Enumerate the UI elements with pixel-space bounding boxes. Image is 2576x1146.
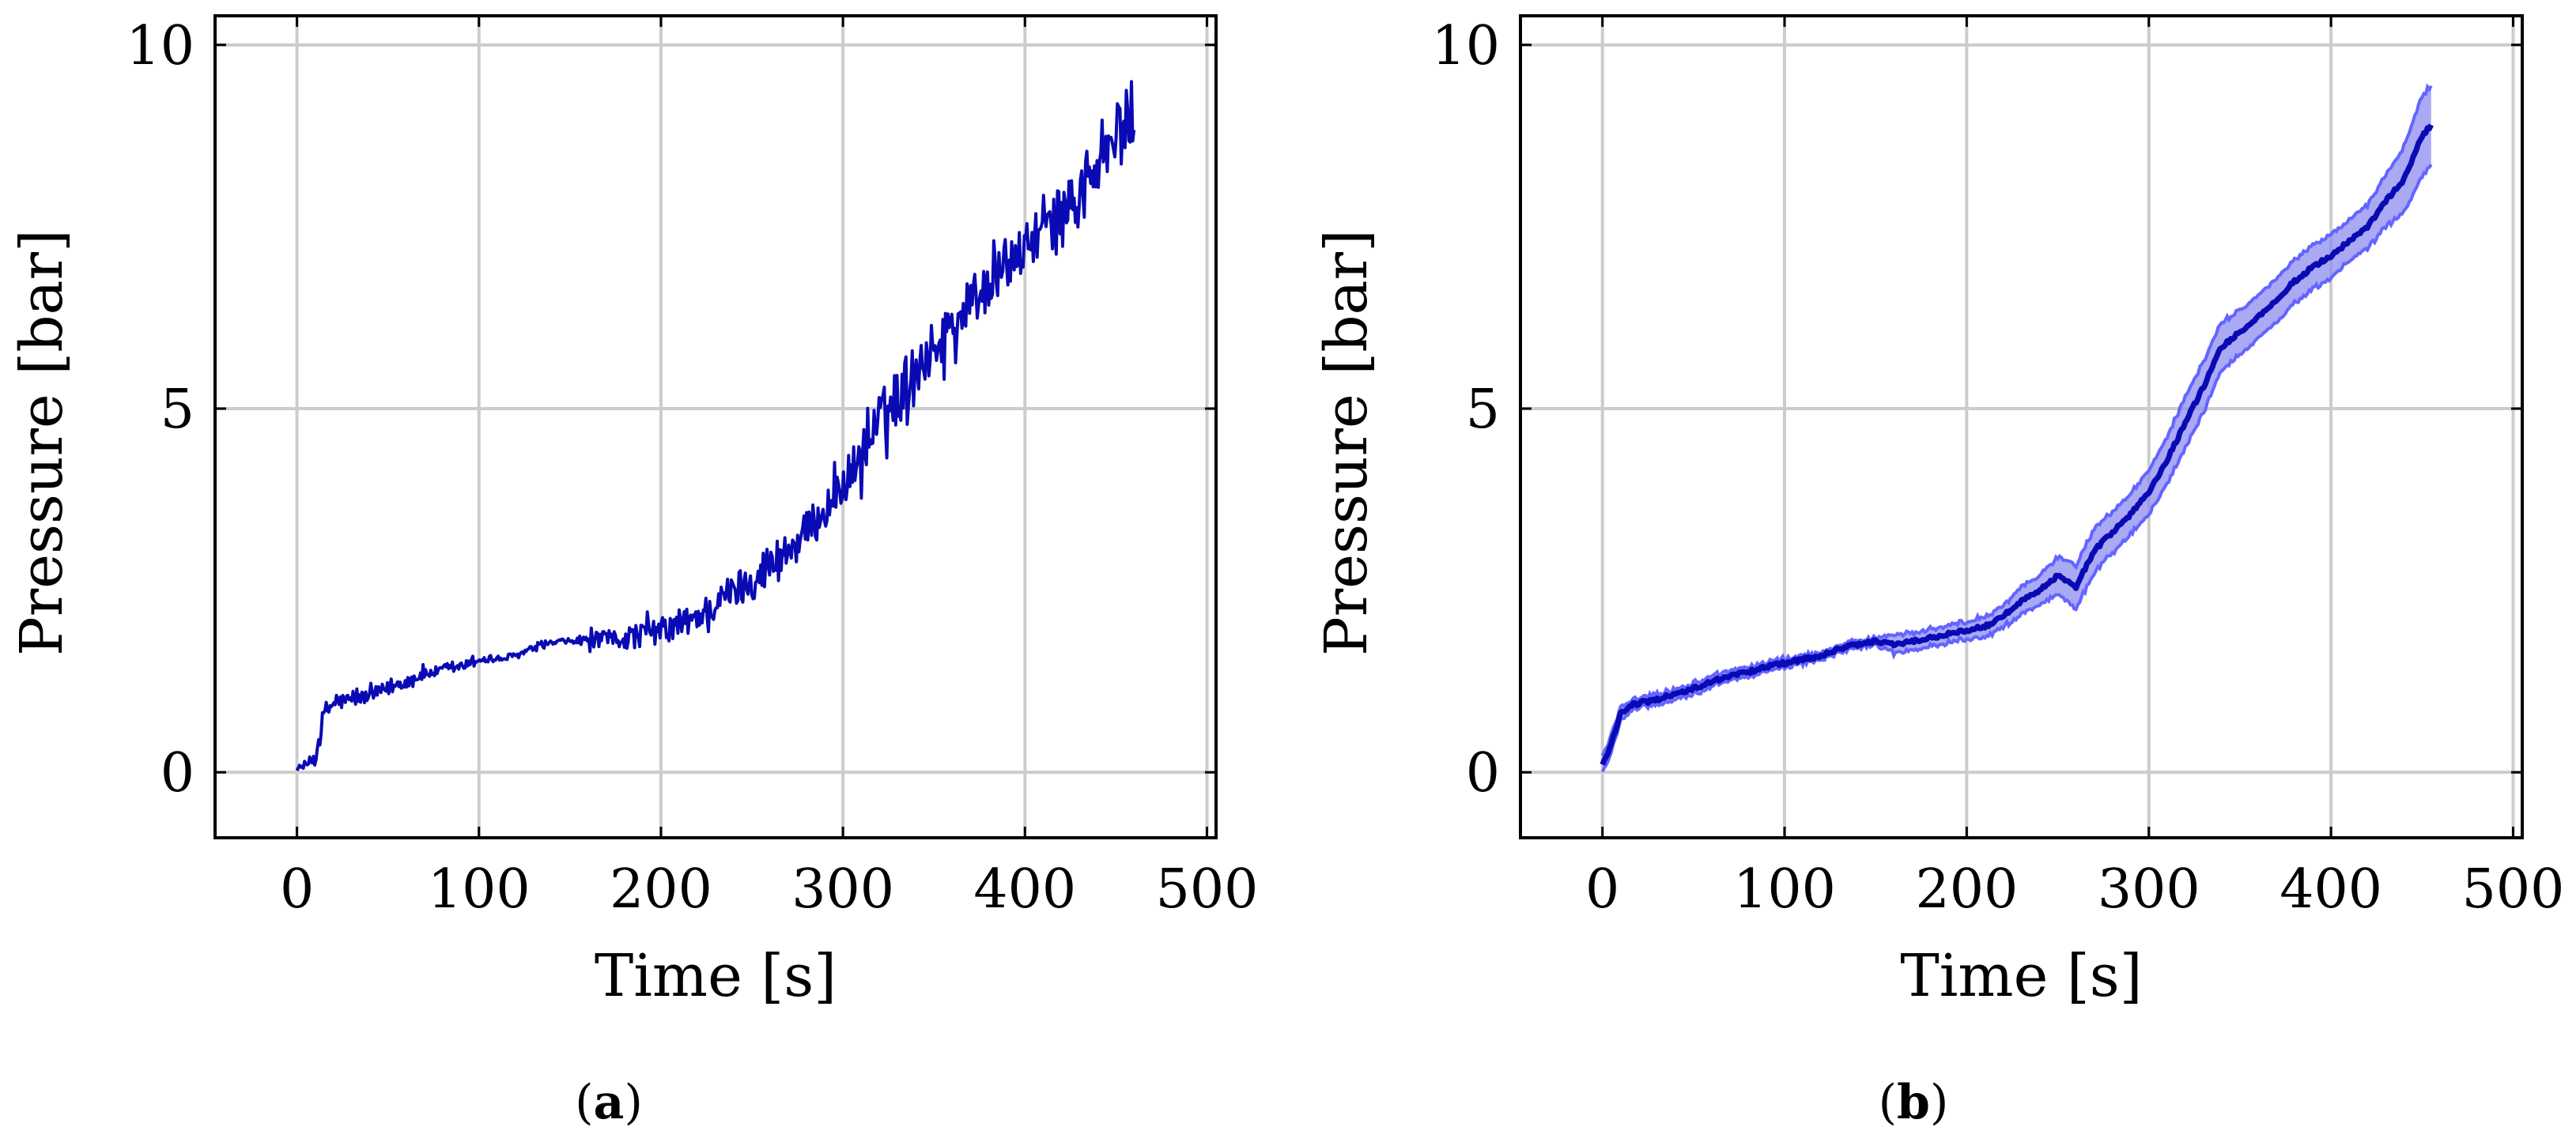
x-tick-label: 0 xyxy=(1585,858,1619,921)
x-axis-label: Time [s] xyxy=(1900,942,2142,1010)
x-tick-label: 300 xyxy=(2098,858,2200,921)
pressure-series-raw xyxy=(295,80,1136,771)
chart-b: 0 100 200 300 400 500 0 5 10 Time [s] Pressure [ba… xyxy=(1313,14,2565,1130)
plot-frame xyxy=(213,14,1218,839)
subfigure-caption: (b) xyxy=(1879,1075,1949,1130)
subfigure-caption: (a) xyxy=(575,1075,643,1130)
x-tick-label: 100 xyxy=(428,858,531,921)
y-axis-label: Pressure [bar] xyxy=(1313,229,1381,656)
y-tick-label: 5 xyxy=(161,379,195,441)
x-tick-label: 200 xyxy=(610,858,712,921)
x-tick-label: 400 xyxy=(973,858,1076,921)
x-tick-label: 500 xyxy=(2462,858,2565,921)
x-tick-label: 400 xyxy=(2279,858,2382,921)
pressure-band-lower xyxy=(1600,164,2433,773)
plot-area xyxy=(1600,83,2434,773)
x-tick-label: 200 xyxy=(1915,858,2018,921)
chart-a: 0 100 200 300 400 500 0 5 10 Time [s] Pressure [ba… xyxy=(8,14,1259,1130)
x-tick-label: 0 xyxy=(280,858,314,921)
y-tick-label: 0 xyxy=(1466,742,1500,805)
plot-area xyxy=(295,80,1136,771)
x-tick-label: 100 xyxy=(1733,858,1836,921)
pressure-series-mean xyxy=(1600,123,2434,766)
y-axis-label: Pressure [bar] xyxy=(8,229,76,656)
pressure-band xyxy=(1602,85,2431,772)
x-tick-label: 300 xyxy=(791,858,894,921)
y-tick-label: 10 xyxy=(126,15,195,77)
x-tick-label: 500 xyxy=(1156,858,1259,921)
y-tick-label: 10 xyxy=(1431,15,1500,77)
x-axis-label: Time [s] xyxy=(595,942,837,1010)
pressure-band-upper xyxy=(1600,83,2433,757)
y-tick-label: 5 xyxy=(1466,379,1500,441)
plot-frame xyxy=(1519,14,2524,839)
y-tick-label: 0 xyxy=(161,742,195,805)
